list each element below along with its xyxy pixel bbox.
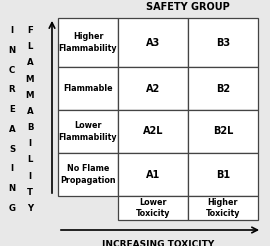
Text: No Flame
Propagation: No Flame Propagation	[60, 164, 116, 185]
Text: E: E	[9, 105, 15, 114]
Text: I: I	[28, 172, 32, 181]
Bar	[118, 67, 188, 110]
Text: A2L: A2L	[143, 126, 163, 137]
Text: Y: Y	[27, 204, 33, 213]
Bar	[188, 196, 258, 220]
Text: R: R	[9, 85, 15, 94]
Bar	[58, 67, 118, 110]
Bar	[118, 18, 188, 67]
Text: B3: B3	[216, 37, 230, 47]
Text: A2: A2	[146, 83, 160, 93]
Text: A1: A1	[146, 169, 160, 180]
Bar	[118, 110, 188, 153]
Bar	[58, 110, 118, 153]
Text: A: A	[9, 125, 15, 134]
Text: M: M	[26, 91, 34, 100]
Text: B2L: B2L	[213, 126, 233, 137]
Bar	[188, 67, 258, 110]
Text: C: C	[9, 65, 15, 75]
Text: G: G	[8, 204, 15, 213]
Text: SAFETY GROUP: SAFETY GROUP	[146, 2, 230, 12]
Text: A3: A3	[146, 37, 160, 47]
Text: I: I	[11, 26, 14, 35]
Text: B1: B1	[216, 169, 230, 180]
Text: L: L	[27, 42, 33, 51]
Text: I: I	[28, 139, 32, 148]
Bar	[118, 153, 188, 196]
Text: F: F	[27, 26, 33, 35]
Text: N: N	[8, 46, 16, 55]
Bar	[188, 153, 258, 196]
Text: Higher
Flammability: Higher Flammability	[59, 32, 117, 53]
Text: A: A	[27, 58, 33, 67]
Text: Lower
Flammability: Lower Flammability	[59, 121, 117, 142]
Text: B: B	[27, 123, 33, 132]
Bar	[58, 153, 118, 196]
Text: M: M	[26, 75, 34, 84]
Text: T: T	[27, 188, 33, 197]
Text: I: I	[11, 164, 14, 173]
Text: N: N	[8, 184, 16, 193]
Bar	[58, 18, 118, 67]
Bar	[188, 110, 258, 153]
Text: B2: B2	[216, 83, 230, 93]
Text: S: S	[9, 145, 15, 154]
Text: Higher
Toxicity: Higher Toxicity	[206, 198, 240, 218]
Bar	[118, 196, 188, 220]
Text: Flammable: Flammable	[63, 84, 113, 93]
Text: INCREASING TOXICITY: INCREASING TOXICITY	[102, 240, 214, 246]
Text: L: L	[27, 155, 33, 165]
Bar	[188, 18, 258, 67]
Text: A: A	[27, 107, 33, 116]
Text: Lower
Toxicity: Lower Toxicity	[136, 198, 170, 218]
